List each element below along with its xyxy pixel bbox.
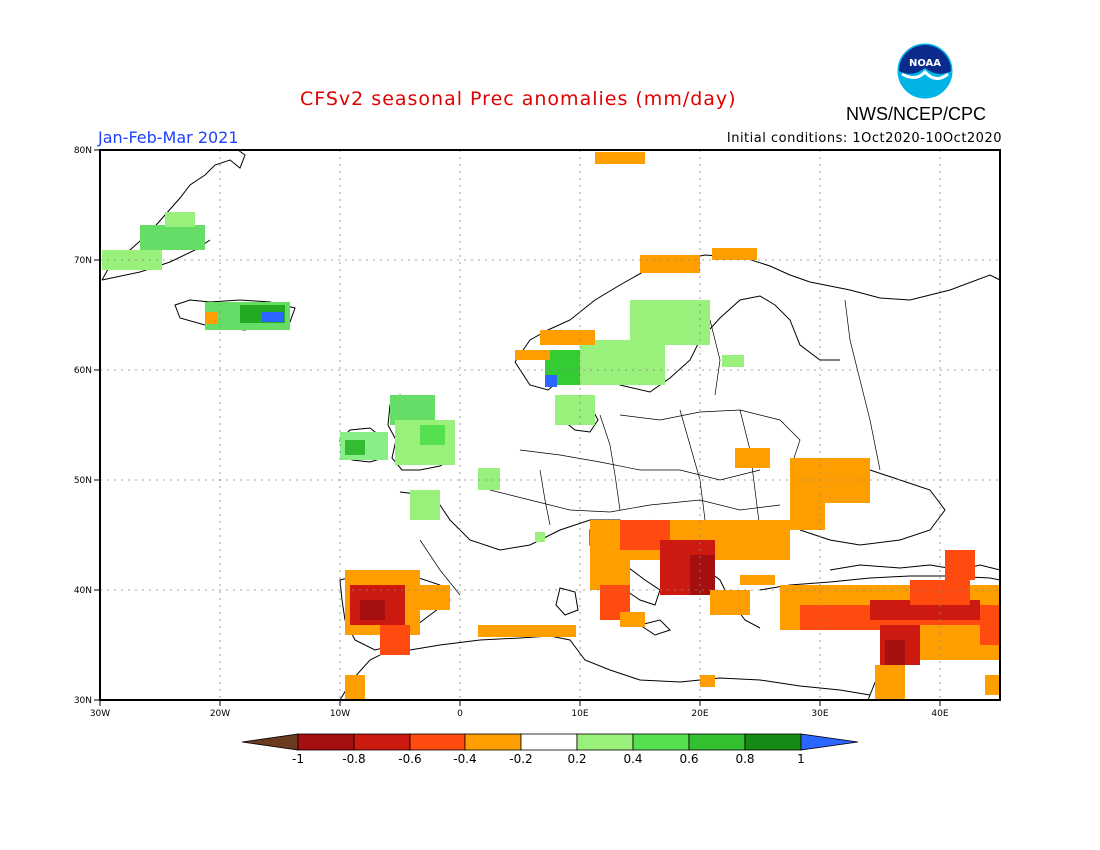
lat-tick-label: 70N [74, 256, 92, 266]
colorbar-label: 0.4 [623, 752, 642, 766]
colorbar-low-arrow [241, 733, 299, 751]
colorbar-label: -1 [292, 752, 304, 766]
negative-anomalies [205, 152, 1000, 700]
positive-anomalies [102, 212, 744, 542]
lat-tick-label: 40N [74, 586, 92, 596]
colorbar-swatch [353, 733, 411, 751]
colorbar-label: -0.8 [342, 752, 365, 766]
colorbar-swatch [632, 733, 690, 751]
lon-tick-label: 20E [691, 709, 708, 719]
lon-tick-label: 0 [457, 709, 463, 719]
season-label: Jan-Feb-Mar 2021 [98, 128, 239, 147]
colorbar-label: 0.2 [567, 752, 586, 766]
colorbar-swatch [576, 733, 634, 751]
colorbar-label: 1 [797, 752, 805, 766]
colorbar-label: 0.6 [679, 752, 698, 766]
colorbar-label: -0.6 [398, 752, 421, 766]
lon-tick-label: 10W [330, 709, 350, 719]
lon-tick-label: 40E [931, 709, 948, 719]
colorbar-swatch [464, 733, 522, 751]
map-frame [99, 149, 1001, 701]
lon-tick-label: 30W [90, 709, 110, 719]
colorbar-swatch [297, 733, 355, 751]
colorbar-swatch [520, 733, 578, 751]
colorbar-label: -0.4 [453, 752, 476, 766]
colorbar-label: 0.8 [735, 752, 754, 766]
graticule [100, 150, 1000, 700]
colorbar [241, 733, 859, 751]
lat-tick-label: 60N [74, 366, 92, 376]
svg-text:NOAA: NOAA [909, 58, 941, 69]
colorbar-label: -0.2 [509, 752, 532, 766]
noaa-logo: NOAA [896, 42, 954, 100]
lon-tick-label: 30E [811, 709, 828, 719]
lat-tick-label: 50N [74, 476, 92, 486]
colorbar-high-arrow [800, 733, 859, 751]
lon-tick-label: 20W [210, 709, 230, 719]
colorbar-swatch [409, 733, 466, 751]
lat-tick-label: 80N [74, 146, 92, 156]
colorbar-swatch [688, 733, 746, 751]
agency-label: NWS/NCEP/CPC [846, 104, 987, 124]
initial-conditions-label: Initial conditions: 1Oct2020-10Oct2020 [726, 131, 1002, 146]
lon-tick-label: 10E [571, 709, 588, 719]
lat-tick-label: 30N [74, 696, 92, 706]
colorbar-swatch [744, 733, 802, 751]
map-title: CFSv2 seasonal Prec anomalies (mm/day) [300, 88, 737, 110]
axis-ticks [94, 149, 941, 706]
